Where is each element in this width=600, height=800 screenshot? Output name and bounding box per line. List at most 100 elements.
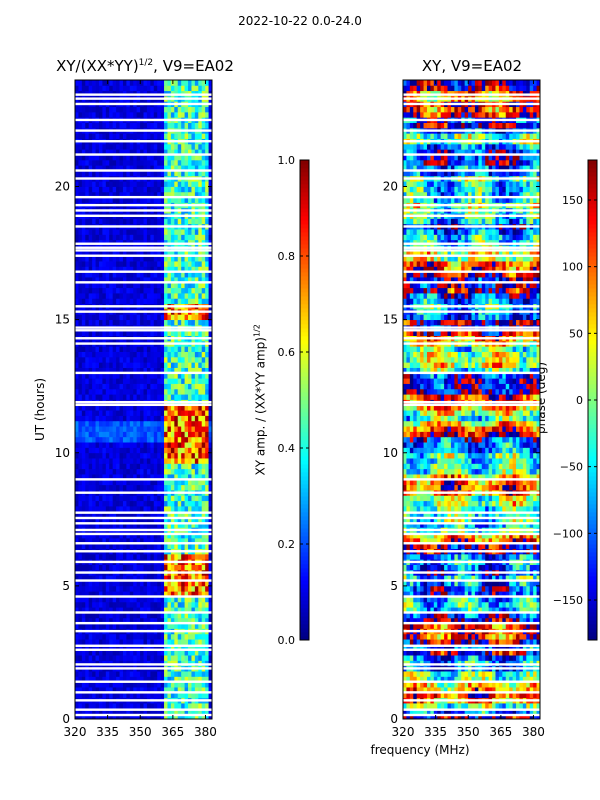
heatmap-cell (112, 495, 117, 502)
heatmap-cell (164, 553, 168, 560)
heatmap-cell (95, 687, 100, 693)
heatmap-cell (167, 170, 172, 177)
heatmap-cell (126, 521, 131, 528)
heatmap-cell (109, 351, 114, 358)
heatmap-cell (146, 500, 151, 507)
heatmap-cell (78, 506, 83, 512)
heatmap-cell (75, 111, 79, 118)
heatmap-cell (95, 330, 100, 336)
heatmap-cell (153, 362, 158, 368)
heatmap-cell (184, 378, 189, 384)
heatmap-cell (184, 553, 189, 560)
heatmap-cell (177, 532, 182, 539)
heatmap-cell (98, 543, 103, 549)
heatmap-cell (205, 703, 209, 709)
heatmap-cell (188, 655, 192, 661)
heatmap-cell (75, 553, 79, 560)
heatmap-cell (201, 458, 206, 464)
heatmap-cell (116, 575, 120, 581)
heatmap-cell (146, 282, 151, 289)
heatmap-cell (98, 479, 103, 486)
heatmap-cell (122, 404, 127, 411)
heatmap-cell (181, 479, 185, 486)
heatmap-cell (95, 143, 100, 150)
heatmap-cell (177, 612, 182, 619)
heatmap-cell (95, 266, 100, 273)
heatmap-cell (143, 692, 148, 699)
heatmap-cell (119, 282, 124, 289)
heatmap-cell (133, 261, 138, 267)
heatmap-cell (146, 181, 151, 187)
heatmap-cell (157, 506, 162, 512)
heatmap-cell (78, 111, 83, 118)
heatmap-cell (208, 181, 213, 187)
heatmap-cell (157, 692, 162, 699)
heatmap-cell (85, 585, 90, 592)
heatmap-cell (136, 553, 141, 560)
heatmap-cell (146, 367, 151, 374)
heatmap-cell (119, 655, 124, 661)
heatmap-cell (167, 149, 172, 155)
heatmap-cell (119, 532, 124, 539)
heatmap-cell (133, 580, 138, 587)
heatmap-cell (126, 617, 131, 624)
heatmap-cell (92, 468, 96, 475)
heatmap-cell (177, 191, 182, 198)
heatmap-cell (88, 372, 93, 379)
heatmap-cell (153, 410, 158, 416)
heatmap-cell (164, 111, 168, 118)
heatmap-cell (194, 601, 199, 608)
heatmap-cell (164, 521, 168, 528)
heatmap-cell (474, 713, 479, 720)
heatmap-cell (122, 537, 127, 544)
heatmap-cell (116, 580, 120, 587)
heatmap-cell (170, 367, 175, 374)
heatmap-cell (98, 713, 103, 720)
heatmap-cell (95, 346, 100, 352)
heatmap-cell (105, 159, 110, 166)
heatmap-cell (184, 644, 189, 651)
heatmap-cell (109, 591, 114, 597)
heatmap-cell (174, 442, 179, 448)
heatmap-cell (177, 692, 182, 699)
heatmap-cell (205, 426, 209, 432)
heatmap-cell (98, 463, 103, 470)
heatmap-cell (157, 633, 162, 640)
heatmap-cell (160, 596, 165, 603)
heatmap-cell (102, 85, 107, 92)
heatmap-cell (160, 133, 165, 139)
heatmap-cell (102, 362, 107, 368)
heatmap-cell (109, 452, 114, 459)
heatmap-cell (177, 633, 182, 640)
heatmap-cell (102, 479, 107, 486)
heatmap-cell (92, 458, 96, 464)
heatmap-cell (98, 111, 103, 118)
heatmap-cell (102, 585, 107, 592)
heatmap-cell (140, 511, 144, 518)
heatmap-cell (188, 330, 192, 336)
heatmap-cell (150, 580, 155, 587)
gap-line (75, 644, 212, 647)
heatmap-cell (205, 655, 209, 661)
heatmap-cell (181, 266, 185, 273)
heatmap-cell (140, 181, 144, 187)
heatmap-cell (78, 229, 83, 235)
heatmap-cell (136, 708, 141, 715)
heatmap-cell (174, 655, 179, 661)
heatmap-cell (164, 495, 168, 502)
heatmap-cell (116, 415, 120, 422)
heatmap-cell (198, 159, 203, 166)
heatmap-cell (98, 261, 103, 267)
heatmap-cell (105, 543, 110, 549)
heatmap-cell (177, 229, 182, 235)
heatmap-cell (177, 426, 182, 432)
heatmap-cell (109, 601, 114, 608)
heatmap-cell (112, 447, 117, 454)
heatmap-cell (146, 633, 151, 640)
heatmap-cell (198, 479, 203, 486)
heatmap-cell (119, 681, 124, 688)
heatmap-cell (95, 612, 100, 619)
heatmap-cell (105, 692, 110, 699)
heatmap-cell (140, 687, 144, 693)
heatmap-cell (95, 287, 100, 294)
